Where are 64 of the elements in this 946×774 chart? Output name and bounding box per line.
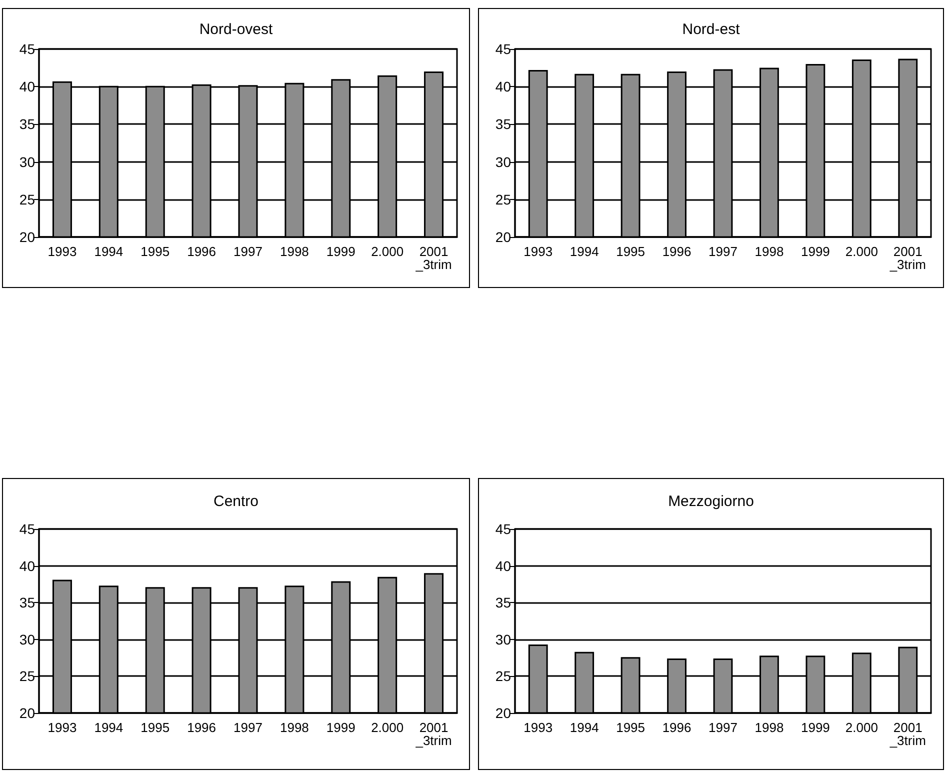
x-tick-label: 1995 xyxy=(616,720,646,735)
x-tick-label: 1999 xyxy=(800,720,830,735)
y-tick-label: 40 xyxy=(19,78,36,95)
x-tick-label: 2001 _3trim xyxy=(888,720,926,748)
x-tick-label: 1999 xyxy=(800,244,830,259)
y-tick-label: 35 xyxy=(19,116,36,132)
x-tick-label: 1996 xyxy=(187,244,216,259)
y-tick-label: 45 xyxy=(495,41,512,57)
chart-title: Centro xyxy=(213,493,259,510)
x-tick-label: 1994 xyxy=(94,244,124,259)
y-tick-label: 35 xyxy=(495,116,512,132)
y-tick-label: 40 xyxy=(19,558,36,574)
x-tick-label: 1995 xyxy=(616,244,646,259)
x-tick-label: 1996 xyxy=(662,244,692,259)
x-tick-label: 1998 xyxy=(280,720,309,735)
x-tick-label: 2.000 xyxy=(371,244,404,259)
y-tick-label: 20 xyxy=(495,705,512,721)
y-tick-label: 40 xyxy=(495,78,512,95)
x-tick-label: 1998 xyxy=(280,244,309,259)
y-tick-label: 25 xyxy=(19,191,36,208)
x-tick-label: 1993 xyxy=(524,244,553,259)
x-tick-label: 1995 xyxy=(140,720,170,735)
y-tick-label: 30 xyxy=(19,631,36,648)
chart-title: Mezzogiorno xyxy=(668,493,754,510)
y-tick-label: 20 xyxy=(19,705,36,721)
y-tick-label: 30 xyxy=(19,154,36,170)
x-tick-label: 1995 xyxy=(140,244,170,259)
y-tick-label: 25 xyxy=(495,191,512,208)
x-tick-label: 1994 xyxy=(94,720,124,735)
x-tick-label: 1993 xyxy=(48,244,77,259)
x-tick-label: 2001 _3trim xyxy=(414,720,452,748)
y-tick-label: 25 xyxy=(495,668,512,684)
y-tick-label: 20 xyxy=(495,229,512,245)
x-tick-label: 2001 _3trim xyxy=(414,244,452,272)
x-tick-label: 2.000 xyxy=(845,720,878,735)
y-tick-label: 30 xyxy=(495,631,512,648)
x-tick-label: 1997 xyxy=(708,244,738,259)
x-tick-label: 1994 xyxy=(570,720,599,735)
x-tick-label: 1993 xyxy=(524,720,553,735)
x-tick-label: 2.000 xyxy=(371,720,404,735)
x-tick-label: 1997 xyxy=(234,720,262,735)
y-tick-label: 35 xyxy=(19,594,36,611)
chart-title: Nord-ovest xyxy=(199,21,274,38)
chart-title: Nord-est xyxy=(682,21,741,38)
y-tick-label: 20 xyxy=(19,229,36,245)
y-tick-label: 35 xyxy=(495,594,512,611)
x-tick-label: 1999 xyxy=(326,244,356,259)
x-tick-label: 1993 xyxy=(48,720,77,735)
x-tick-label: 1998 xyxy=(754,244,784,259)
x-tick-label: 1997 xyxy=(234,244,262,259)
y-tick-label: 25 xyxy=(19,668,36,684)
x-tick-label: 2001 _3trim xyxy=(888,244,926,272)
y-tick-label: 45 xyxy=(19,41,36,57)
x-tick-label: 1998 xyxy=(754,720,784,735)
y-tick-label: 30 xyxy=(495,154,512,170)
y-tick-label: 45 xyxy=(19,521,36,537)
x-tick-label: 1999 xyxy=(326,720,356,735)
x-tick-label: 1994 xyxy=(570,244,599,259)
x-tick-label: 1997 xyxy=(708,720,738,735)
x-tick-label: 1996 xyxy=(187,720,216,735)
y-tick-label: 40 xyxy=(495,558,512,574)
x-tick-label: 2.000 xyxy=(845,244,878,259)
x-tick-label: 1996 xyxy=(662,720,692,735)
y-tick-label: 45 xyxy=(495,521,512,537)
